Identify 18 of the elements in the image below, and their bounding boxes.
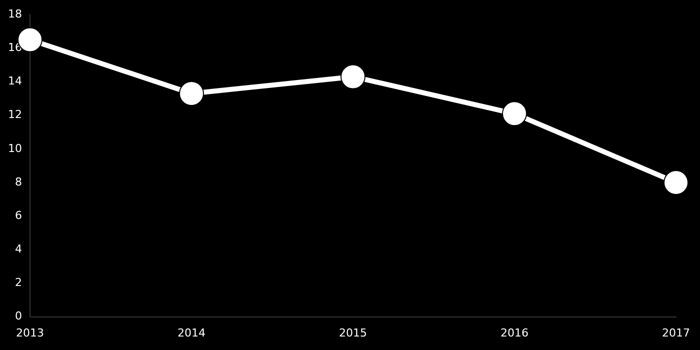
x-tick-label: 2015 bbox=[339, 326, 367, 340]
y-tick-label: 2 bbox=[14, 276, 22, 290]
x-tick-label: 2017 bbox=[662, 326, 690, 340]
y-tick-label: 14 bbox=[8, 74, 22, 88]
point bbox=[664, 170, 689, 195]
y-tick-label: 18 bbox=[8, 7, 22, 20]
x-tick-label: 2014 bbox=[178, 326, 206, 340]
y-tick-label: 4 bbox=[14, 242, 22, 256]
y-tick-label: 10 bbox=[8, 142, 22, 155]
point bbox=[179, 81, 204, 106]
point bbox=[340, 64, 366, 90]
x-tick-label: 2013 bbox=[16, 326, 44, 340]
x-tick-label: 2016 bbox=[500, 326, 528, 340]
y-tick-label: 8 bbox=[14, 175, 22, 188]
y-tick-label: 6 bbox=[14, 208, 22, 222]
point bbox=[502, 101, 527, 126]
y-tick-label: 12 bbox=[8, 108, 22, 122]
y-tick-label: 0 bbox=[14, 310, 22, 323]
